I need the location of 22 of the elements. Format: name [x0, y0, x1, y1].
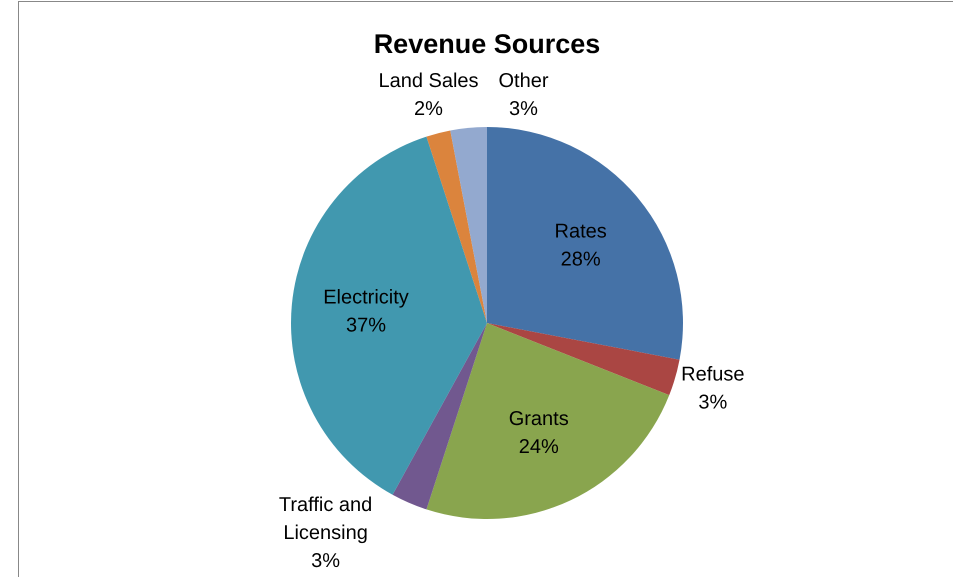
- data-label: 2%: [414, 98, 444, 120]
- slice-label: Grants: [508, 408, 569, 430]
- slice-label: Refuse: [681, 364, 745, 386]
- data-label: 3%: [311, 550, 340, 572]
- data-label: 37%: [346, 314, 386, 337]
- slice-label: Rates: [554, 220, 607, 243]
- slice-label: Traffic and Licensing: [278, 494, 372, 544]
- data-label: 3%: [698, 392, 728, 414]
- pie-slice: [291, 136, 487, 495]
- data-label: 3%: [509, 98, 538, 120]
- data-label: 24%: [518, 436, 559, 458]
- pie-slice: [392, 323, 487, 510]
- chart-title: Revenue Sources: [374, 29, 600, 59]
- pie-slice: [426, 323, 670, 519]
- pie-slice: [487, 323, 680, 396]
- pie-slice: [487, 127, 683, 360]
- pie-slice: [426, 130, 487, 323]
- data-label: 28%: [560, 248, 601, 271]
- slice-label: Electricity: [323, 286, 409, 309]
- slice-label: Other: [498, 70, 549, 92]
- slice-label: Land Sales: [378, 70, 479, 92]
- pie-slice: [450, 127, 487, 323]
